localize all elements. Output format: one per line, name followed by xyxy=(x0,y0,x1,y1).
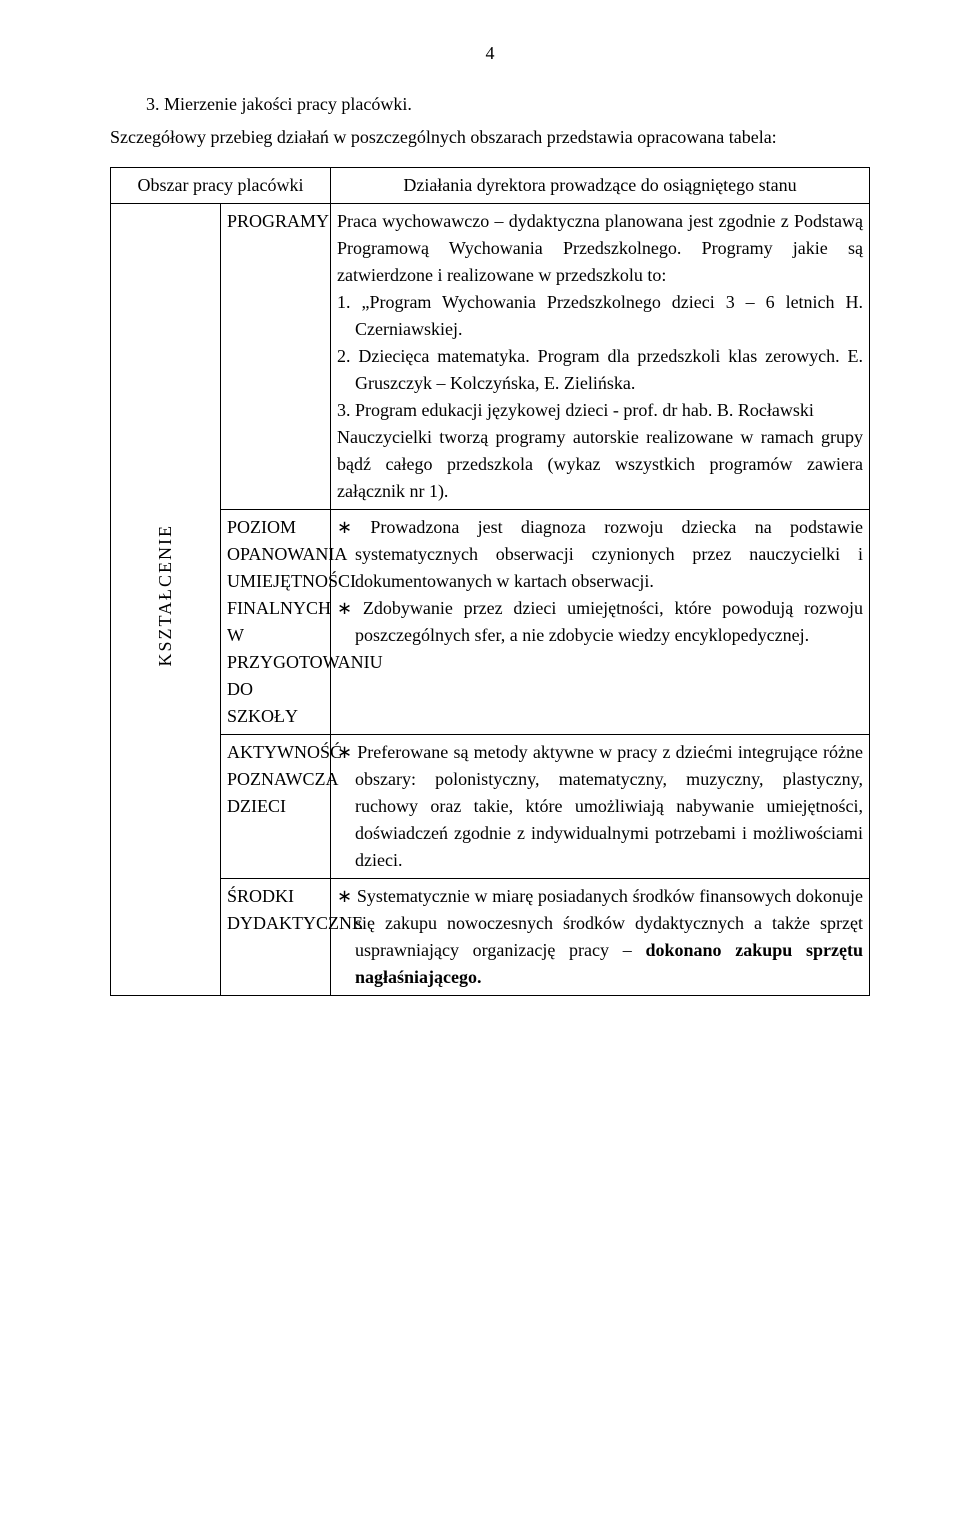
intro-point: 3. Mierzenie jakości pracy placówki. xyxy=(110,91,870,118)
table-row: ŚRODKI DYDAKTYCZNE Systematycznie w miar… xyxy=(111,879,870,996)
content-table: Obszar pracy placówki Działania dyrektor… xyxy=(110,167,870,996)
page-number: 4 xyxy=(110,40,870,67)
row-mid: PROGRAMY xyxy=(221,204,331,510)
list-item: Zdobywanie przez dzieci umiejętności, kt… xyxy=(337,595,863,649)
row-right-list: 1. „Program Wychowania Przedszkolnego dz… xyxy=(337,289,863,424)
list-item: 3. Program edukacji językowej dzieci - p… xyxy=(337,397,863,424)
table-row: AKTYWNOŚĆ POZNAWCZA DZIECI Preferowane s… xyxy=(111,735,870,879)
header-left: Obszar pracy placówki xyxy=(111,168,331,204)
list-item: Prowadzona jest diagnoza rozwoju dziecka… xyxy=(337,514,863,595)
list-item: 1. „Program Wychowania Przedszkolnego dz… xyxy=(337,289,863,343)
list-item: Systematycznie w miarę posiadanych środk… xyxy=(337,883,863,991)
row-right-bullets: Systematycznie w miarę posiadanych środk… xyxy=(337,883,863,991)
row-right-outro: Nauczycielki tworzą programy autorskie r… xyxy=(337,424,863,505)
row-right: Preferowane są metody aktywne w pracy z … xyxy=(331,735,870,879)
vertical-category-cell: KSZTAŁCENIE xyxy=(111,204,221,996)
row-right-intro: Praca wychowawczo – dydaktyczna planowan… xyxy=(337,208,863,289)
row-right: Systematycznie w miarę posiadanych środk… xyxy=(331,879,870,996)
row-mid: ŚRODKI DYDAKTYCZNE xyxy=(221,879,331,996)
row-right-bullets: Preferowane są metody aktywne w pracy z … xyxy=(337,739,863,874)
table-row: KSZTAŁCENIE PROGRAMY Praca wychowawczo –… xyxy=(111,204,870,510)
table-row: POZIOM OPANOWANIA UMIEJĘTNOŚCI FINALNYCH… xyxy=(111,510,870,735)
intro-text: Szczegółowy przebieg działań w poszczegó… xyxy=(110,124,870,151)
row-mid: AKTYWNOŚĆ POZNAWCZA DZIECI xyxy=(221,735,331,879)
row-right: Praca wychowawczo – dydaktyczna planowan… xyxy=(331,204,870,510)
table-header-row: Obszar pracy placówki Działania dyrektor… xyxy=(111,168,870,204)
row-right-bullets: Prowadzona jest diagnoza rozwoju dziecka… xyxy=(337,514,863,649)
list-item: Preferowane są metody aktywne w pracy z … xyxy=(337,739,863,874)
list-item: 2. Dziecięca matematyka. Program dla prz… xyxy=(337,343,863,397)
vertical-category-label: KSZTAŁCENIE xyxy=(150,504,181,687)
row-right: Prowadzona jest diagnoza rozwoju dziecka… xyxy=(331,510,870,735)
row-mid: POZIOM OPANOWANIA UMIEJĘTNOŚCI FINALNYCH… xyxy=(221,510,331,735)
header-right: Działania dyrektora prowadzące do osiągn… xyxy=(331,168,870,204)
